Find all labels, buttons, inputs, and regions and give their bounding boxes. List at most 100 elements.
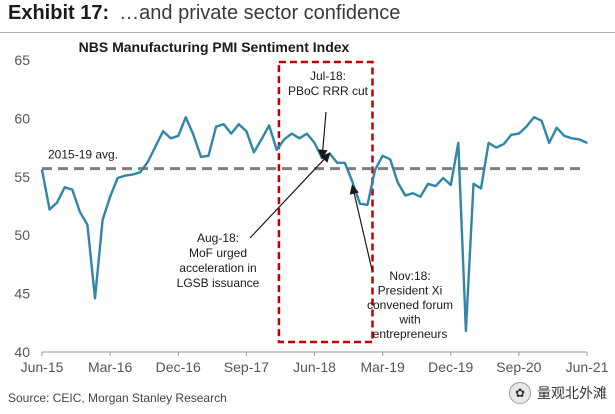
series-layer — [40, 116, 588, 333]
data-point — [268, 124, 270, 127]
annotation-arrow — [249, 152, 331, 239]
annotation-text-line: President Xi — [378, 284, 443, 298]
data-point — [525, 125, 528, 128]
data-point — [63, 186, 66, 189]
data-point — [260, 138, 263, 141]
data-point — [124, 174, 127, 177]
x-tick-label: Jun-21 — [566, 359, 609, 375]
data-point — [540, 119, 543, 122]
watermark: ✿ 量观北外滩 — [509, 382, 607, 404]
chart-title: NBS Manufacturing PMI Sentiment Index — [79, 39, 350, 55]
data-point — [533, 116, 535, 119]
data-point — [238, 123, 240, 126]
data-point — [177, 135, 180, 137]
watermark-text: 量观北外滩 — [537, 385, 607, 401]
data-point — [200, 156, 202, 158]
data-point — [480, 187, 482, 190]
y-tick-label: 60 — [14, 110, 30, 126]
reference-layer: 2015-19 avg. — [42, 148, 582, 171]
data-point — [389, 158, 391, 161]
data-point — [253, 151, 255, 154]
data-point — [487, 142, 490, 144]
x-tick-label: Dec-16 — [156, 359, 201, 375]
data-point — [162, 130, 164, 133]
annotation-text-line: PBoC RRR cut — [288, 84, 369, 98]
y-tick-label: 50 — [14, 227, 30, 243]
data-point — [457, 142, 460, 144]
data-point — [449, 184, 452, 186]
y-axis: 40 45 50 55 60 65 — [14, 52, 30, 360]
data-point — [578, 138, 581, 141]
x-tick-label: Sep-17 — [224, 359, 269, 375]
annotation-text-line: Nov:18: — [389, 269, 430, 283]
data-point — [381, 154, 384, 157]
source-note: Source: CEIC, Morgan Stanley Research — [8, 391, 227, 405]
data-point — [298, 137, 301, 140]
data-point — [230, 132, 233, 135]
x-tick-label: Jun-15 — [21, 359, 64, 375]
annotation-text-line: convened forum — [367, 298, 453, 312]
data-point — [336, 161, 339, 164]
annotation-text-line: LGSB issuance — [177, 276, 260, 290]
y-tick-label: 45 — [14, 286, 30, 302]
pmi-line-chart: NBS Manufacturing PMI Sentiment Index 20… — [14, 39, 609, 375]
data-point — [465, 330, 467, 332]
data-point — [116, 177, 119, 179]
data-point — [79, 211, 81, 213]
data-point — [404, 194, 407, 197]
data-point — [290, 132, 293, 135]
data-point — [434, 185, 437, 187]
x-tick-label: Mar-16 — [88, 359, 133, 375]
data-point — [586, 142, 588, 144]
data-point — [94, 297, 96, 300]
highlight-layer — [277, 60, 374, 344]
annotation-text-line: Jul-18: — [310, 69, 346, 83]
data-point — [132, 173, 134, 176]
header-rule — [0, 32, 615, 33]
data-point — [109, 195, 111, 198]
annotation-text-line: entrepreneurs — [373, 327, 448, 341]
annotation-1: Jul-18:PBoC RRR cut — [288, 66, 369, 160]
exhibit-header: Exhibit 17: …and private sector confiden… — [8, 2, 400, 30]
highlight-box — [277, 60, 374, 344]
data-point — [101, 219, 104, 221]
data-point — [472, 183, 475, 185]
annotation-arrow — [318, 111, 328, 160]
data-point — [306, 132, 308, 135]
data-point — [343, 161, 346, 164]
annotation-arrow — [349, 184, 373, 271]
pmi-series-line — [40, 116, 588, 333]
x-tick-label: Mar-19 — [360, 359, 405, 375]
data-point — [147, 160, 149, 163]
data-point — [442, 177, 444, 179]
data-point — [48, 208, 51, 211]
x-tick-label: Sep-20 — [496, 359, 541, 375]
data-point — [275, 149, 278, 151]
data-point — [412, 192, 414, 194]
data-point — [518, 132, 520, 135]
annotation-text-line: Aug-18: — [197, 231, 239, 245]
data-point — [185, 116, 187, 119]
data-point — [366, 204, 369, 206]
data-point — [222, 123, 225, 126]
data-point — [313, 142, 316, 144]
data-point — [555, 126, 558, 129]
exhibit-title: …and private sector confidence — [119, 2, 401, 24]
annotation-text-line: acceleration in — [179, 261, 256, 275]
data-point — [374, 168, 376, 171]
data-point — [56, 201, 58, 204]
x-tick-label: Jun-18 — [293, 359, 336, 375]
data-point — [571, 137, 573, 140]
y-tick-label: 65 — [14, 52, 30, 68]
data-point — [351, 180, 354, 183]
data-point — [563, 135, 566, 137]
data-point — [548, 142, 550, 144]
data-point — [359, 202, 361, 205]
annotation-text-line: with — [398, 313, 420, 327]
data-point — [169, 137, 172, 140]
avg-reference-label: 2015-19 avg. — [48, 148, 118, 162]
data-point — [245, 130, 248, 133]
